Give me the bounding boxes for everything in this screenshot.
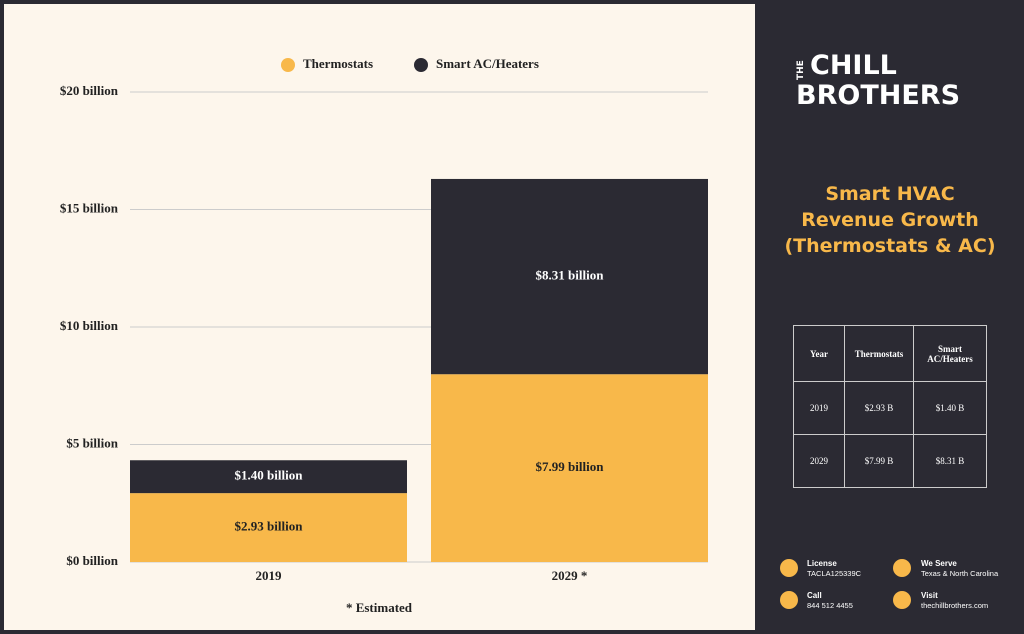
y-tick-label: $0 billion (66, 553, 118, 568)
icon (893, 591, 911, 609)
panel-title-line: Revenue Growth (801, 209, 979, 231)
y-tick-label: $15 billion (60, 200, 119, 215)
contact-label: Visit (921, 591, 938, 600)
brand-line1: CHILL (810, 50, 897, 81)
contact: License TACLA125339C (807, 559, 861, 579)
brand-top: THE (796, 60, 806, 80)
table-header: Smart AC/Heaters (913, 325, 987, 382)
bar-segment (431, 178, 708, 375)
panel-title: Smart HVAC Revenue Growth (Thermostats &… (756, 181, 1024, 259)
chart: * Estimated $0 billion $5 billion $10 bill… (4, 4, 755, 630)
y-tick-label: $5 billion (66, 435, 118, 450)
table-header: Thermostats (844, 325, 914, 382)
value-label: $2.93 billion (235, 519, 304, 534)
side-panel: THE CHILL BROTHERS Smart HVAC Revenue Gr… (756, 0, 1024, 634)
panel-title-line: Smart HVAC (825, 183, 955, 205)
contact: Visit thechillbrothers.com (921, 591, 988, 611)
legend-label: Smart AC/Heaters (436, 56, 539, 71)
legend-label: Thermostats (303, 56, 373, 71)
bar-segment (130, 460, 407, 494)
contact: We Serve Texas & North Carolina (921, 559, 998, 579)
value-label: $1.40 billion (235, 468, 304, 483)
value-label: $8.31 billion (536, 268, 605, 283)
table-cell: 2019 (793, 381, 845, 435)
value-label: $7.99 billion (536, 459, 605, 474)
chart-note: * Estimated (346, 600, 413, 615)
contact-label: We Serve (921, 559, 957, 568)
legend-marker (414, 58, 428, 72)
table-cell: 2029 (793, 434, 845, 488)
contact-label: License (807, 559, 837, 568)
y-tick-label: $20 billion (60, 83, 119, 98)
bar-segment (431, 374, 708, 562)
icon (893, 559, 911, 577)
bar-segment (130, 493, 407, 562)
panel-title-line: (Thermostats & AC) (784, 235, 996, 257)
contact-value: 844 512 4455 (807, 601, 853, 610)
y-tick-label: $10 billion (60, 318, 119, 333)
contact-value: TACLA125339C (807, 569, 862, 578)
contact: Call 844 512 4455 (807, 591, 853, 611)
table-cell: $7.99 B (844, 434, 914, 488)
contact-value: Texas & North Carolina (921, 569, 999, 578)
legend-marker (281, 58, 295, 72)
icon (780, 559, 798, 577)
table-cell: $8.31 B (913, 434, 987, 488)
brand-line2: BROTHERS (796, 80, 961, 111)
x-tick-label: 2029 * (552, 568, 588, 583)
table-cell: $2.93 B (844, 381, 914, 435)
table-cell: $1.40 B (913, 381, 987, 435)
contact-value: thechillbrothers.com (921, 601, 989, 610)
table-header: Year (793, 325, 845, 382)
data-table: Year Thermostats Smart AC/Heaters 2019 $2.9… (793, 325, 987, 488)
icon (780, 591, 798, 609)
x-tick-label: 2019 (256, 568, 283, 583)
contact-label: Call (807, 591, 822, 600)
